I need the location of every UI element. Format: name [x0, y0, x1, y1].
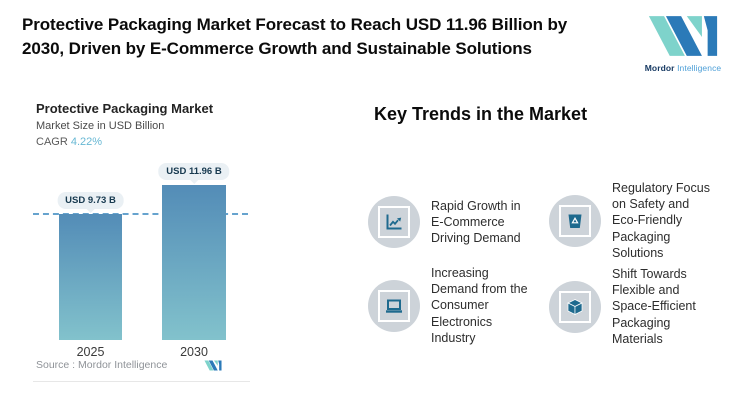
- mordor-logo-small-icon: [204, 360, 222, 370]
- mordor-logo-icon: [648, 16, 718, 56]
- x-axis-label-2025: 2025: [76, 345, 105, 359]
- line-chart-icon: [386, 214, 402, 230]
- page-title: Protective Packaging Market Forecast to …: [22, 15, 568, 58]
- bar-group-2030: USD 11.96 B 2030: [158, 163, 230, 359]
- bar-value-label: USD 9.73 B: [57, 192, 124, 213]
- x-axis-label-2030: 2030: [180, 345, 208, 359]
- trend-item-electronics: Increasing Demand from the Consumer Elec…: [368, 265, 563, 346]
- bar-value-text: USD 11.96 B: [166, 166, 222, 177]
- icon-frame: [559, 290, 591, 323]
- reference-dashed-line: [33, 213, 248, 215]
- brand-logo: Mordor Intelligence: [644, 15, 722, 73]
- trend-item-flexible-packaging: Shift Towards Flexible and Space-Efficie…: [549, 266, 744, 347]
- trend-text: Rapid Growth in E-Commerce Driving Deman…: [431, 198, 521, 246]
- icon-frame: [378, 206, 410, 238]
- chart-cagr: CAGR 4.22%: [36, 136, 102, 148]
- trend-icon-circle: [368, 196, 420, 248]
- source-text: Source : Mordor Intelligence: [36, 359, 167, 371]
- chart-title: Protective Packaging Market: [36, 101, 214, 116]
- chart-subtitle: Market Size in USD Billion: [36, 120, 165, 132]
- icon-frame: [378, 289, 410, 322]
- trend-icon-circle: [368, 279, 420, 332]
- trend-text: Increasing Demand from the Consumer Elec…: [431, 266, 528, 345]
- panel-divider: [33, 381, 250, 382]
- bar-2025: [59, 214, 122, 340]
- icon-frame: [559, 204, 591, 237]
- market-chart-panel: Protective Packaging Market Market Size …: [33, 100, 250, 382]
- cagr-label: CAGR: [36, 136, 68, 148]
- source-label: Source :: [36, 359, 76, 371]
- brand-name-primary: Mordor: [644, 63, 675, 73]
- trend-text: Regulatory Focus on Safety and Eco-Frien…: [612, 181, 710, 260]
- brand-name: Mordor Intelligence: [644, 63, 722, 73]
- trend-icon-circle: [549, 280, 601, 333]
- recycle-bin-icon: [568, 214, 582, 228]
- brand-name-secondary: Intelligence: [677, 63, 722, 73]
- source-row: Source : Mordor Intelligence: [36, 359, 222, 371]
- bar-value-text: USD 9.73 B: [65, 195, 116, 206]
- bar-value-label: USD 11.96 B: [158, 163, 230, 184]
- cagr-value: 4.22%: [70, 136, 103, 148]
- trends-heading: Key Trends in the Market: [374, 104, 588, 124]
- bar-2030: [162, 185, 226, 340]
- source-value: Mordor Intelligence: [78, 359, 168, 371]
- cube-icon: [567, 298, 583, 315]
- bar-group-2025: USD 9.73 B 2025: [57, 165, 124, 359]
- trend-item-eco-friendly: Regulatory Focus on Safety and Eco-Frien…: [549, 180, 744, 261]
- trend-item-ecommerce: Rapid Growth in E-Commerce Driving Deman…: [368, 196, 563, 248]
- laptop-icon: [386, 299, 402, 313]
- trend-text: Shift Towards Flexible and Space-Efficie…: [612, 267, 696, 346]
- bar-chart-plot: USD 9.73 B 2025 USD 11.96 B 2030: [33, 163, 250, 359]
- trend-icon-circle: [549, 194, 601, 247]
